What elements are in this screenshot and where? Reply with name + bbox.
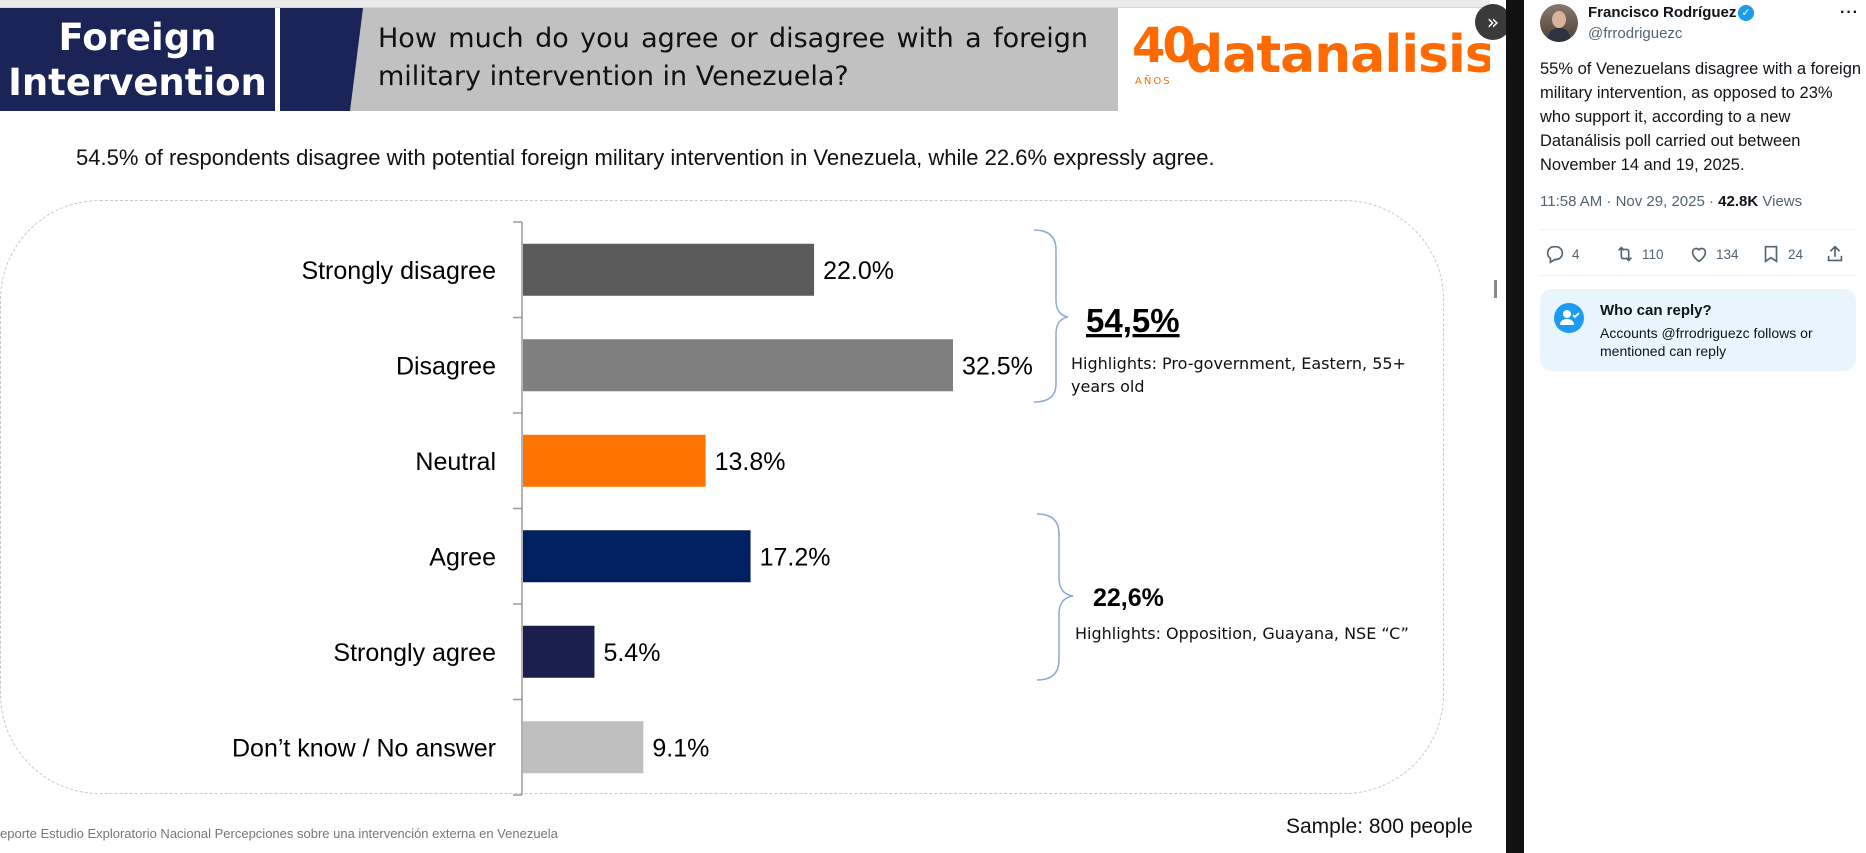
- bookmark-button[interactable]: 24: [1760, 243, 1803, 265]
- who-can-reply-box: Who can reply? Accounts @frrodriguezc fo…: [1540, 289, 1856, 371]
- author-name[interactable]: Francisco Rodríguez: [1588, 4, 1737, 21]
- bar-agree: [523, 530, 751, 583]
- value-label: 13.8%: [715, 448, 786, 476]
- expand-panel-button[interactable]: »: [1475, 4, 1511, 40]
- group-total-disagree: 54,5%: [1086, 302, 1180, 339]
- category-label: Don’t know / No answer: [232, 734, 496, 762]
- brand-logo-text: datanalisis: [1186, 25, 1490, 85]
- group-highlights-disagree-line1: Highlights: Pro-government, Eastern, 55+: [1071, 354, 1406, 373]
- bar-neutral: [523, 434, 706, 487]
- tweet-meta: 11:58 AM · Nov 29, 2025 · 42.8K Views: [1540, 193, 1802, 210]
- slide-title-line1: Foreign: [58, 15, 217, 59]
- repost-count: 110: [1642, 246, 1664, 262]
- who-can-reply-description: Accounts @frrodriguezc follows or mentio…: [1600, 325, 1813, 359]
- scrollbar-handle[interactable]: [1494, 280, 1497, 298]
- bar-don-t-know-no-answer: [523, 721, 644, 774]
- value-label: 17.2%: [760, 543, 831, 571]
- more-options-icon[interactable]: ···: [1840, 4, 1859, 21]
- category-label: Disagree: [396, 352, 496, 380]
- value-label: 9.1%: [652, 734, 709, 762]
- repost-icon: [1617, 246, 1633, 262]
- heart-icon: [1691, 247, 1707, 263]
- slide-subtitle: 54.5% of respondents disagree with poten…: [76, 145, 1215, 170]
- category-label: Strongly agree: [333, 639, 496, 667]
- footer-source: eporte Estudio Exploratorio Nacional Per…: [0, 826, 558, 841]
- tweet-timestamp[interactable]: 11:58 AM · Nov 29, 2025 ·: [1540, 193, 1714, 210]
- reply-count: 4: [1572, 246, 1580, 262]
- avatar-shirt: [1548, 28, 1570, 42]
- who-can-reply-title: Who can reply?: [1600, 302, 1712, 319]
- question-text: How much do you agree or disagree with a…: [378, 23, 1088, 92]
- chart-frame: [0, 200, 1444, 794]
- like-count: 134: [1716, 246, 1739, 262]
- avatar[interactable]: [1540, 4, 1578, 42]
- views-label: Views: [1762, 193, 1803, 210]
- category-label: Strongly disagree: [301, 257, 496, 285]
- repost-button[interactable]: 110: [1614, 243, 1664, 265]
- slide-top-strip: [0, 0, 1490, 8]
- bar-disagree: [523, 339, 953, 392]
- tweet-panel: Francisco Rodríguez ✓ @frrodriguezc ··· …: [1524, 0, 1866, 853]
- panel-divider: [1506, 0, 1524, 853]
- slide-title-box: Foreign Intervention: [0, 8, 275, 111]
- reply-button[interactable]: 4: [1544, 243, 1580, 265]
- brand-years: 40: [1132, 18, 1196, 74]
- value-label: 22.0%: [823, 257, 894, 285]
- verified-badge-icon: ✓: [1738, 5, 1754, 21]
- question-box: [350, 8, 1118, 111]
- bracket-agree: [1036, 513, 1074, 681]
- views-count: 42.8K: [1718, 193, 1759, 210]
- slide-image: Foreign Intervention How much do you agr…: [0, 0, 1490, 841]
- bar-strongly-disagree: [523, 243, 815, 296]
- category-label: Agree: [429, 543, 496, 571]
- avatar-face: [1552, 11, 1566, 28]
- divider-top: [1540, 229, 1856, 230]
- group-highlights-agree: Highlights: Opposition, Guayana, NSE “C”: [1075, 624, 1409, 643]
- bar-strongly-agree: [523, 625, 595, 678]
- author-handle[interactable]: @frrodriguezc: [1588, 25, 1683, 42]
- person-check-glyph: [1560, 310, 1580, 325]
- reply-icon: [1546, 245, 1564, 264]
- bracket-disagree: [1033, 229, 1069, 403]
- value-label: 5.4%: [603, 639, 660, 667]
- divider-bottom: [1540, 275, 1856, 276]
- like-button[interactable]: 134: [1688, 243, 1739, 265]
- slide-title-line2: Intervention: [8, 60, 267, 104]
- share-button[interactable]: [1824, 243, 1846, 265]
- group-total-agree: 22,6%: [1093, 584, 1164, 612]
- tweet-text: 55% of Venezuelans disagree with a forei…: [1540, 60, 1862, 174]
- bookmark-icon: [1764, 245, 1778, 263]
- brand-anos: AÑOS: [1135, 76, 1172, 87]
- bar-chart: Strongly disagree Disagree Neutral Agree Str…: [232, 221, 1409, 796]
- footer-sample: Sample: 800 people: [1286, 815, 1473, 838]
- bookmark-count: 24: [1788, 246, 1804, 262]
- share-icon: [1827, 245, 1843, 262]
- category-label: Neutral: [415, 448, 496, 476]
- person-check-icon: [1554, 303, 1584, 333]
- value-label: 32.5%: [962, 352, 1033, 380]
- group-highlights-disagree-line2: years old: [1071, 377, 1145, 396]
